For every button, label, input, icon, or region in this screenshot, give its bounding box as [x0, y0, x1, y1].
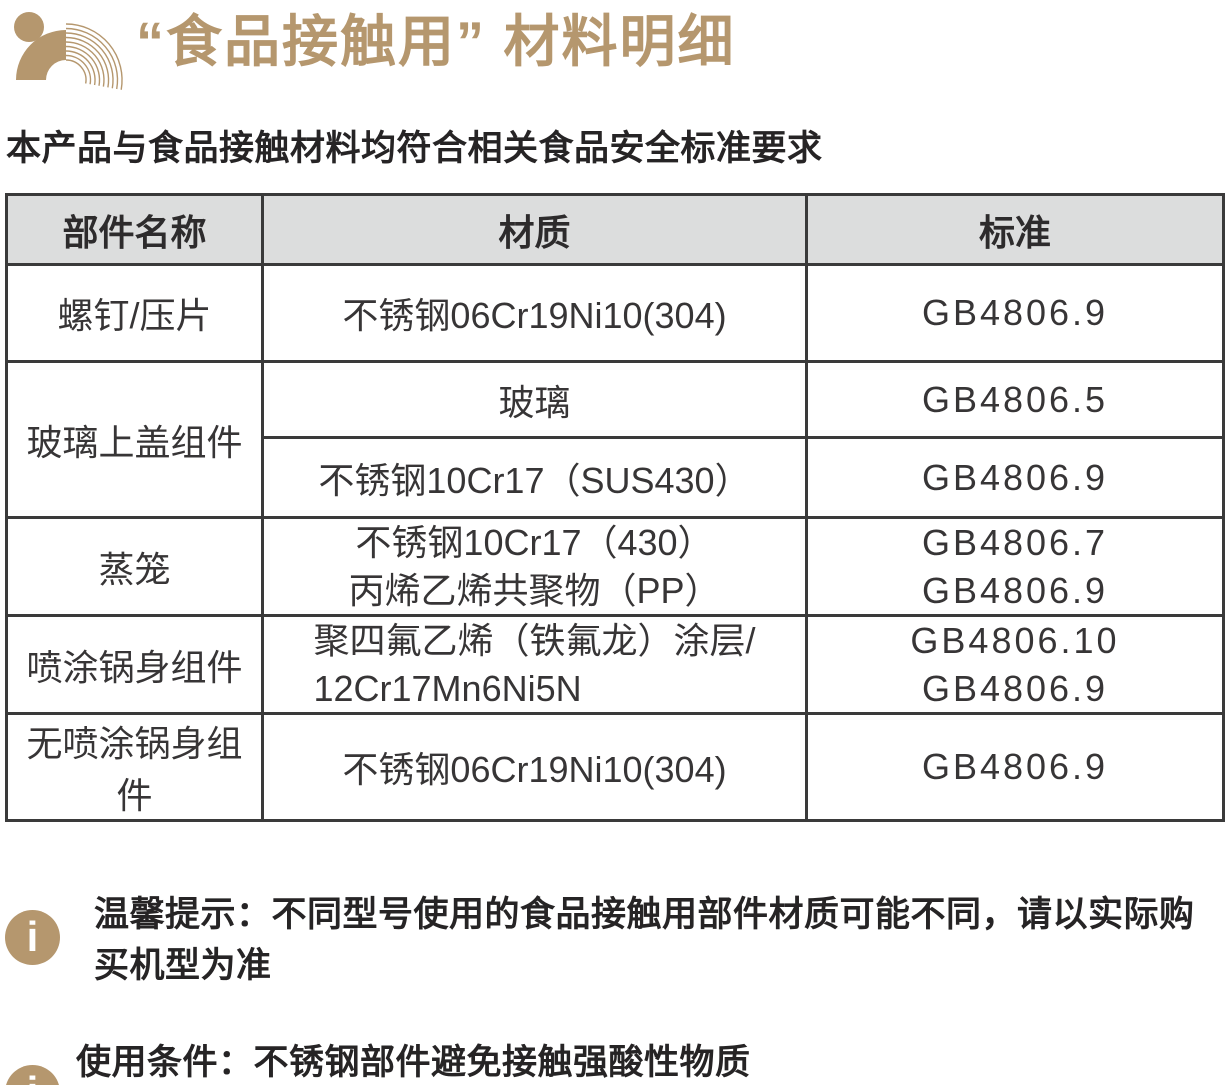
material-line: 不锈钢10Cr17（430）	[355, 522, 714, 563]
standard-cell: GB4806.10 GB4806.9	[805, 614, 1225, 716]
part-name-cell: 无喷涂锅身组件	[5, 712, 264, 823]
usage-note: i 使用条件：不锈钢部件避免接触强酸性物质 备注:未标注年号的执行标准,按现行最…	[5, 1034, 1226, 1085]
info-icon: i	[5, 1064, 60, 1085]
material-cell: 不锈钢06Cr19Ni10(304)	[261, 263, 808, 363]
standard-cell: GB4806.9	[805, 263, 1225, 363]
column-header-part: 部件名称	[5, 193, 264, 266]
part-name-cell: 螺钉/压片	[5, 263, 264, 363]
table-row: 玻璃上盖组件 玻璃 GB4806.5	[5, 360, 1225, 519]
materials-table: 部件名称 材质 标准 螺钉/压片 不锈钢06Cr19Ni10(304) GB48…	[5, 193, 1225, 823]
standard-cell: GB4806.7 GB4806.9	[805, 515, 1225, 618]
material-cell: 不锈钢06Cr19Ni10(304)	[261, 712, 808, 823]
compliance-statement: 本产品与食品接触材料均符合相关食品安全标准要求	[6, 129, 823, 168]
standard-cell: GB4806.9	[805, 712, 1225, 823]
page-header: “食品接触用” 材料明细	[0, 0, 1226, 90]
material-line: 丙烯乙烯共聚物（PP）	[348, 569, 721, 611]
standard-cell: GB4806.5	[805, 360, 1225, 439]
table-row: 不锈钢10Cr17（SUS430） GB4806.9	[7, 436, 1225, 519]
column-header-standard: 标准	[805, 193, 1225, 266]
tip-note: i 温馨提示：不同型号使用的食品接触用部件材质可能不同，请以实际购买机型为准	[5, 886, 1226, 988]
material-cell: 不锈钢10Cr17（430） 丙烯乙烯共聚物（PP）	[261, 515, 808, 618]
standard-line: GB4806.10	[910, 620, 1120, 662]
material-line: 12Cr17Mn6Ni5N	[313, 667, 582, 709]
table-row: 无喷涂锅身组件 不锈钢06Cr19Ni10(304) GB4806.9	[5, 712, 1225, 823]
table-row: 喷涂锅身组件 聚四氟乙烯（铁氟龙）涂层/ 12Cr17Mn6Ni5N GB480…	[5, 614, 1225, 716]
standard-line: GB4806.7	[921, 522, 1109, 563]
material-line: 聚四氟乙烯（铁氟龙）涂层/	[313, 620, 756, 662]
table-row: 蒸笼 不锈钢10Cr17（430） 丙烯乙烯共聚物（PP） GB4806.7 G…	[5, 515, 1225, 618]
part-name-cell: 玻璃上盖组件	[5, 360, 264, 519]
standard-line: GB4806.9	[921, 667, 1109, 709]
page-title: “食品接触用” 材料明细	[136, 10, 736, 73]
material-cell: 玻璃	[261, 360, 808, 439]
material-cell: 不锈钢10Cr17（SUS430）	[261, 436, 808, 519]
table-header-row: 部件名称 材质 标准	[5, 193, 1225, 266]
standard-line: GB4806.9	[921, 569, 1109, 611]
tip-note-text: 温馨提示：不同型号使用的食品接触用部件材质可能不同，请以实际购买机型为准	[94, 895, 1195, 986]
column-header-material: 材质	[261, 193, 808, 266]
part-name-cell: 喷涂锅身组件	[5, 614, 264, 716]
usage-condition-text: 使用条件：不锈钢部件避免接触强酸性物质	[76, 1043, 751, 1083]
table-row: 螺钉/压片 不锈钢06Cr19Ni10(304) GB4806.9	[5, 263, 1225, 363]
standard-cell: GB4806.9	[805, 436, 1225, 519]
part-name-cell: 蒸笼	[5, 515, 264, 618]
material-cell: 聚四氟乙烯（铁氟龙）涂层/ 12Cr17Mn6Ni5N	[261, 614, 808, 716]
rainbow-arc-logo-icon	[14, 12, 123, 90]
info-icon: i	[5, 909, 60, 965]
